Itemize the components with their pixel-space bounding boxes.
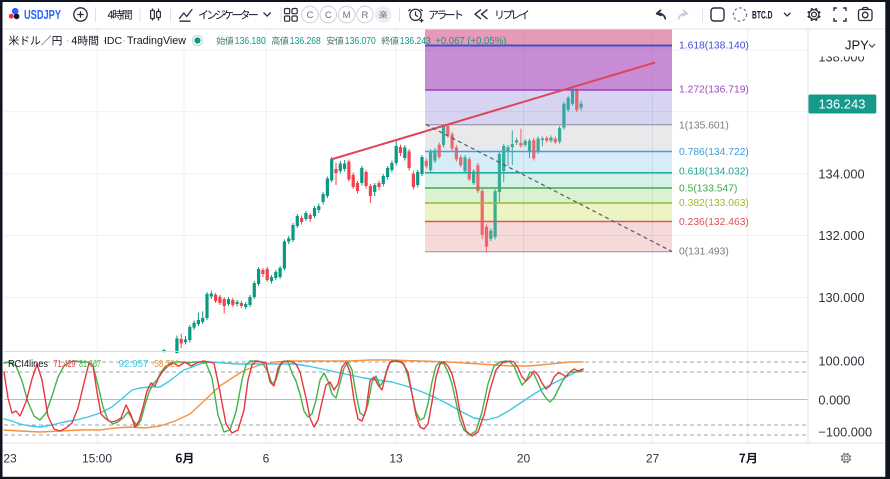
svg-text:71.429: 71.429 [54,359,76,370]
svg-text:0.000: 0.000 [818,393,850,408]
svg-text:·: · [122,35,126,47]
svg-text:100.000: 100.000 [818,354,864,369]
svg-text:0.382(133.063): 0.382(133.063) [679,198,749,209]
svg-text:-58.721: -58.721 [152,359,180,370]
svg-text:136.243: 136.243 [400,36,431,47]
svg-text:130.000: 130.000 [818,290,864,305]
svg-text:27: 27 [646,452,660,466]
svg-text:6: 6 [263,452,270,466]
svg-text:1(135.601): 1(135.601) [679,121,729,132]
svg-text:1.618(138.140): 1.618(138.140) [679,41,749,52]
svg-text:·: · [102,35,106,47]
svg-text:TradingView: TradingView [127,35,187,47]
svg-text:C: C [325,10,332,21]
svg-text:92.957: 92.957 [119,359,149,370]
svg-text:0.5(133.547): 0.5(133.547) [679,184,737,195]
svg-text:−100.000: −100.000 [818,425,872,440]
svg-text:136.243: 136.243 [819,97,866,112]
svg-text:136.180: 136.180 [235,36,266,47]
svg-text:136.070: 136.070 [345,36,376,47]
svg-text:IDC: IDC [104,35,123,47]
svg-text:0.236(132.463): 0.236(132.463) [679,217,749,228]
svg-text:C: C [307,10,314,21]
svg-text:132.000: 132.000 [818,228,864,243]
svg-text:15:00: 15:00 [82,452,112,466]
svg-text:+0.067 (+0.05%): +0.067 (+0.05%) [435,36,506,47]
svg-text:13: 13 [389,452,403,466]
svg-text:M: M [343,10,351,21]
svg-text:23: 23 [3,452,17,466]
svg-text:·: · [66,35,70,47]
svg-text:JPY: JPY [845,38,869,53]
svg-text:USDJPY: USDJPY [24,8,61,22]
svg-text:0.786(134.722): 0.786(134.722) [679,147,749,158]
svg-text:134.000: 134.000 [818,167,864,182]
svg-text:20: 20 [517,452,531,466]
svg-text:0.618(134.032): 0.618(134.032) [679,167,749,178]
svg-text:1.272(136.719): 1.272(136.719) [679,85,749,96]
svg-text:81.667: 81.667 [79,359,101,370]
svg-text:136.268: 136.268 [290,36,321,47]
svg-text:BTC.D: BTC.D [752,10,773,22]
svg-text:R: R [361,10,368,21]
svg-text:0(131.493): 0(131.493) [679,247,729,258]
svg-text:RCI4lines: RCI4lines [8,359,48,370]
